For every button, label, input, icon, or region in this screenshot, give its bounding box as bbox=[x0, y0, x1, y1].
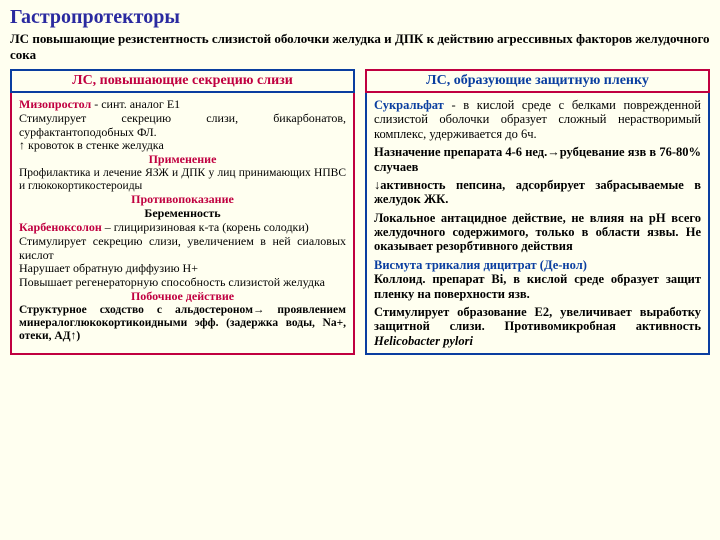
right-header: ЛС, образующие защитную пленку bbox=[365, 69, 710, 93]
page-subtitle: ЛС повышающие резистентность слизистой о… bbox=[10, 31, 710, 63]
suc-name: Сукральфат bbox=[374, 98, 444, 112]
karb-b: Стимулирует секрецию слизи, увеличением … bbox=[19, 235, 346, 263]
bi-name: Висмута трикалия дицитрат (Де-нол) bbox=[374, 258, 701, 272]
page-title: Гастропротекторы bbox=[10, 6, 710, 29]
karb-d: Повышает регенераторную способность слиз… bbox=[19, 276, 346, 290]
bi-b: Стимулирует образование Е2, увеличивает … bbox=[374, 305, 701, 348]
karb-side: Структурное сходство с альдостероном→ пр… bbox=[19, 304, 346, 344]
sec-app: Применение bbox=[19, 153, 346, 167]
miso-c: ↑ кровоток в стенке желудка bbox=[19, 139, 346, 153]
contra: Беременность bbox=[19, 207, 346, 221]
bi-a: Коллоид. препарат Bi, в кислой среде обр… bbox=[374, 272, 701, 301]
miso-name: Мизопростол bbox=[19, 97, 91, 111]
left-body: Мизопростол - синт. аналог Е1 Стимулируе… bbox=[10, 93, 355, 355]
left-header: ЛС, повышающие секрецию слизи bbox=[10, 69, 355, 93]
columns: ЛС, повышающие секрецию слизи Мизопросто… bbox=[10, 69, 710, 355]
miso-a: - синт. аналог Е1 bbox=[91, 97, 180, 111]
karb-line1: Карбеноксолон – глициризиновая к-та (кор… bbox=[19, 221, 346, 235]
right-body: Сукральфат - в кислой среде с белками по… bbox=[365, 93, 710, 355]
sec-contra: Противопоказание bbox=[19, 193, 346, 207]
karb-name: Карбеноксолон bbox=[19, 220, 102, 234]
sec-side: Побочное действие bbox=[19, 290, 346, 304]
suc-d: Локальное антацидное действие, не влияя … bbox=[374, 211, 701, 254]
suc-c: ↓активность пепсина, адсорбирует забрасы… bbox=[374, 178, 701, 207]
miso-b: Стимулирует секрецию слизи, бикарбонатов… bbox=[19, 112, 346, 140]
bi-b2: Helicobacter pylori bbox=[374, 334, 473, 348]
miso-line1: Мизопростол - синт. аналог Е1 bbox=[19, 98, 346, 112]
miso-app: Профилактика и лечение ЯЗЖ и ДПК у лиц п… bbox=[19, 167, 346, 193]
karb-a: – глициризиновая к-та (корень солодки) bbox=[102, 220, 309, 234]
right-column: ЛС, образующие защитную пленку Сукральфа… bbox=[365, 69, 710, 355]
bi-b1: Стимулирует образование Е2, увеличивает … bbox=[374, 305, 701, 333]
karb-c: Нарушает обратную диффузию Н+ bbox=[19, 262, 346, 276]
suc-line1: Сукральфат - в кислой среде с белками по… bbox=[374, 98, 701, 141]
left-column: ЛС, повышающие секрецию слизи Мизопросто… bbox=[10, 69, 355, 355]
suc-b: Назначение препарата 4-6 нед.→рубцевание… bbox=[374, 145, 701, 174]
